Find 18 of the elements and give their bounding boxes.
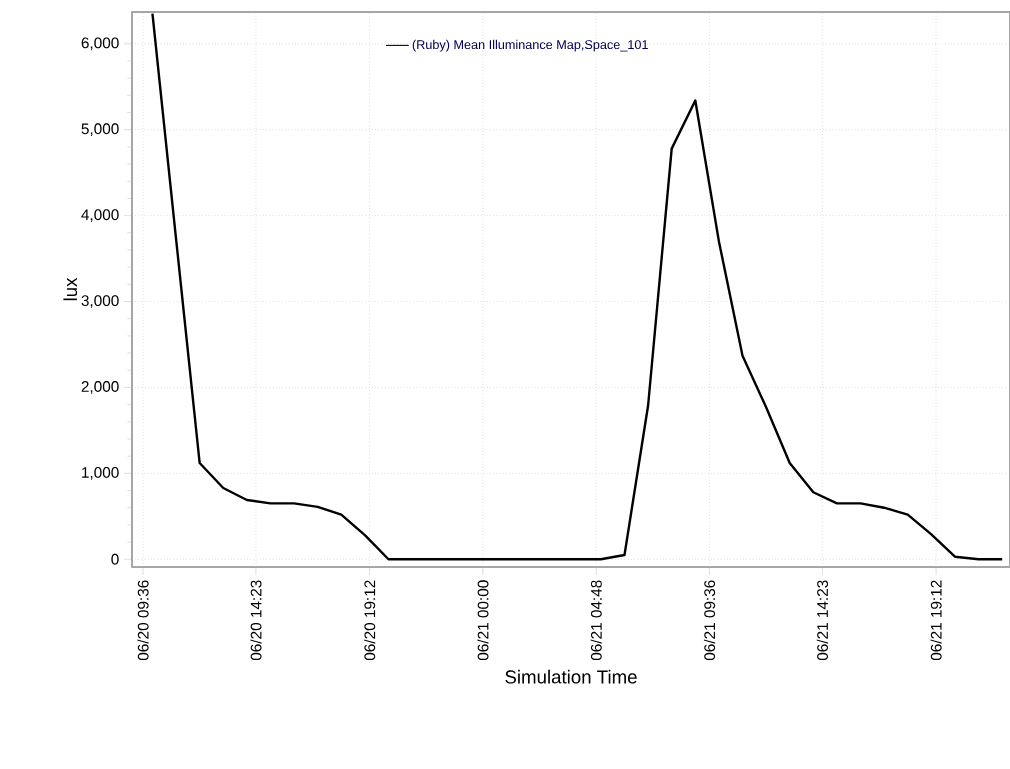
x-axis-title: Simulation Time bbox=[505, 669, 637, 684]
x-tick-label: 06/21 00:00 bbox=[477, 580, 489, 661]
x-tick-label: 06/21 19:12 bbox=[930, 580, 942, 661]
x-tick-label: 06/20 14:23 bbox=[250, 580, 262, 661]
y-tick-label: 5,000 bbox=[81, 123, 119, 137]
y-tick-label: 1,000 bbox=[82, 467, 119, 480]
y-tick-label: 4,000 bbox=[81, 209, 119, 222]
x-tick-label: 06/21 09:36 bbox=[703, 580, 716, 661]
x-tick-label: 06/21 04:48 bbox=[590, 580, 602, 661]
x-tick-label: 06/20 19:12 bbox=[363, 580, 376, 661]
y-tick-label: 3,000 bbox=[81, 295, 119, 308]
y-tick-label: 2,000 bbox=[81, 381, 119, 394]
x-tick-label: 06/21 14:23 bbox=[816, 580, 828, 661]
y-tick-label: 0 bbox=[111, 553, 119, 565]
y-tick-label: 6,000 bbox=[81, 37, 119, 51]
x-tick-label: 06/20 09:36 bbox=[137, 580, 149, 661]
y-axis-title: lux bbox=[63, 277, 78, 301]
legend-label: (Ruby) Mean Illuminance Map,Space_101 bbox=[412, 39, 648, 52]
